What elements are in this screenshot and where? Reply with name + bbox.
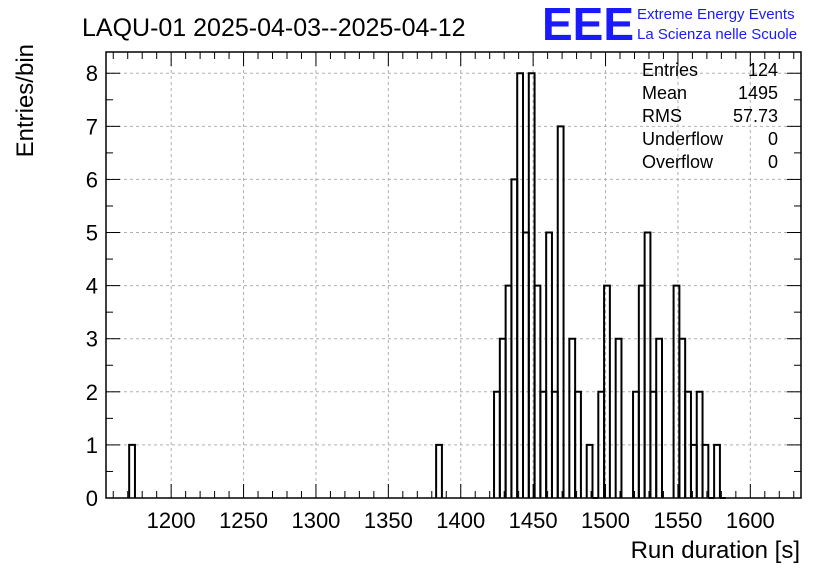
stats-label: Overflow: [642, 152, 714, 172]
statistics-box: Entries 124 Mean 1495 RMS 57.73 Underflow 0 Over…: [642, 60, 778, 172]
histogram-layer: [128, 72, 726, 499]
stats-value: 1495: [738, 83, 778, 103]
axis-layer: 1200 1250 1300 1350 1400 1450 1500 1550 1600 0 1 2 3…: [86, 51, 802, 533]
logo-line-1: Extreme Energy Events: [637, 6, 795, 23]
y-tick-label: 5: [86, 221, 98, 246]
y-tick-label: 8: [86, 61, 98, 86]
histogram-bin: [545, 231, 553, 498]
x-tick-label: 1300: [291, 508, 340, 533]
histogram-bin: [556, 125, 565, 498]
y-tick-label: 3: [86, 327, 98, 352]
x-tick-label: 1450: [509, 508, 558, 533]
histogram-bin: [713, 443, 721, 498]
histogram-bin: [701, 443, 710, 498]
y-tick-label: 4: [86, 274, 98, 299]
y-axis-label: Entries/bin: [12, 44, 39, 157]
x-tick-label: 1400: [436, 508, 485, 533]
x-tick-label: 1600: [726, 508, 775, 533]
plot-frame: [105, 51, 802, 499]
histogram-bin: [603, 284, 611, 498]
histogram-bin: [614, 337, 623, 498]
stats-label: RMS: [642, 106, 682, 126]
stats-value: 0: [768, 152, 778, 172]
stats-value: 57.73: [733, 106, 778, 126]
histogram-bin: [585, 443, 594, 498]
eee-logo: EEE: [542, 0, 634, 50]
stats-label: Underflow: [642, 129, 724, 149]
histogram-bin: [128, 443, 136, 498]
x-tick-label: 1350: [364, 508, 413, 533]
x-tick-label: 1500: [581, 508, 630, 533]
x-axis-label: Run duration [s]: [631, 537, 800, 564]
y-tick-label: 0: [86, 486, 98, 511]
histogram-bin: [643, 231, 652, 498]
histogram-bin: [655, 337, 663, 498]
y-tick-label: 2: [86, 380, 98, 405]
stats-value: 0: [768, 129, 778, 149]
chart-title: LAQU-01 2025-04-03--2025-04-12: [82, 14, 466, 42]
x-tick-label: 1250: [219, 508, 268, 533]
stats-label: Entries: [642, 60, 698, 80]
y-tick-label: 6: [86, 167, 98, 192]
histogram-bin: [574, 390, 582, 498]
grid-layer: [106, 52, 801, 498]
y-tick-label: 7: [86, 114, 98, 139]
stats-label: Mean: [642, 83, 687, 103]
x-tick-label: 1200: [147, 508, 196, 533]
x-tick-label: 1550: [653, 508, 702, 533]
histogram-bin: [435, 443, 443, 498]
y-tick-label: 1: [86, 433, 98, 458]
logo-line-2: La Scienza nelle Scuole: [637, 26, 797, 43]
stats-value: 124: [748, 60, 778, 80]
